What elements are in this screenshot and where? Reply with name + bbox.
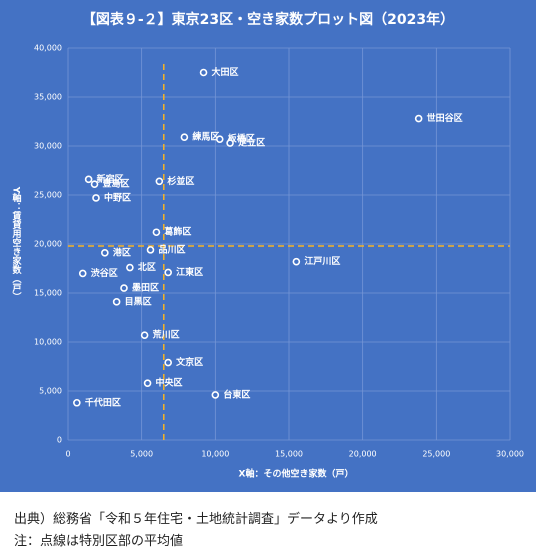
point-label: 新宿区 — [97, 173, 124, 185]
point-label: 板橋区 — [228, 133, 255, 145]
point — [112, 298, 121, 306]
point — [101, 249, 109, 257]
point-label: 江東区 — [176, 266, 203, 278]
point-label: 港区 — [113, 246, 131, 258]
chart-title: 【図表９-２】東京23区・空き家数プロット図（2023年） — [82, 11, 454, 28]
point — [155, 177, 164, 186]
x-tick-label: 25,000 — [422, 450, 450, 459]
point-label: 江戸川区 — [304, 255, 340, 267]
point-label: 葛飾区 — [163, 226, 191, 238]
y-tick-label: 30,000 — [34, 142, 62, 151]
y-axis-label: Y軸：賃貸用空き家数（戸） — [11, 186, 23, 302]
y-tick-label: 25,000 — [34, 191, 62, 200]
point — [143, 379, 152, 387]
y-tick-label: 15,000 — [34, 289, 62, 298]
point-label: 中央区 — [156, 377, 183, 389]
point-label: 豊島区 — [103, 178, 130, 190]
point — [226, 139, 234, 147]
point — [164, 358, 172, 367]
point — [146, 246, 155, 254]
point-label: 杉並区 — [167, 175, 194, 187]
x-tick-label: 30,000 — [496, 450, 524, 459]
x-tick-label: 0 — [65, 450, 70, 459]
point-label: 中野区 — [104, 191, 131, 203]
point — [414, 114, 423, 123]
point-label: 千代田区 — [85, 396, 121, 408]
x-tick-label: 20,000 — [349, 450, 377, 459]
y-tick-label: 0 — [57, 436, 62, 445]
point-label: 台東区 — [223, 388, 250, 400]
x-axis-label: X軸：その他空き家数（戸） — [239, 468, 354, 480]
point — [90, 180, 99, 189]
point-label: 足立区 — [238, 137, 265, 149]
point-label: 文京区 — [175, 356, 203, 368]
chart: 【図表９-２】東京23区・空き家数プロット図（2023年） X軸：その他空き家数… — [0, 0, 536, 492]
y-tick-label: 35,000 — [34, 93, 62, 102]
point-label: 大田区 — [212, 66, 239, 78]
point — [78, 269, 87, 278]
y-tick-label: 40,000 — [34, 44, 62, 53]
point-label: 荒川区 — [152, 329, 180, 341]
point — [140, 331, 149, 339]
point — [211, 391, 220, 399]
y-tick-label: 20,000 — [34, 240, 62, 249]
point — [92, 194, 100, 202]
x-tick-label: 5,000 — [130, 450, 153, 459]
point-label: 墨田区 — [132, 283, 159, 294]
point-label: 北区 — [138, 261, 156, 273]
point — [152, 228, 161, 237]
point — [215, 135, 224, 143]
y-tick-label: 10,000 — [34, 338, 62, 347]
y-tick-label: 5,000 — [39, 387, 62, 396]
point — [120, 284, 128, 292]
x-tick-label: 10,000 — [201, 450, 229, 459]
point-label: 練馬区 — [192, 131, 219, 143]
x-tick-label: 15,000 — [275, 450, 303, 459]
point — [199, 68, 208, 77]
point-label: 渋谷区 — [91, 267, 118, 279]
note: 出典）総務省「令和５年住宅・土地統計調査」データより作成 — [14, 512, 378, 527]
point — [126, 263, 134, 272]
point-label: 品川区 — [159, 244, 186, 255]
point — [292, 257, 301, 266]
point — [84, 175, 93, 184]
point — [73, 398, 81, 407]
point-label: 目黒区 — [125, 296, 152, 307]
point — [164, 268, 172, 277]
point-label: 世田谷区 — [427, 112, 463, 124]
note: 注：点線は特別区部の平均値 — [14, 534, 184, 549]
point — [180, 133, 189, 141]
